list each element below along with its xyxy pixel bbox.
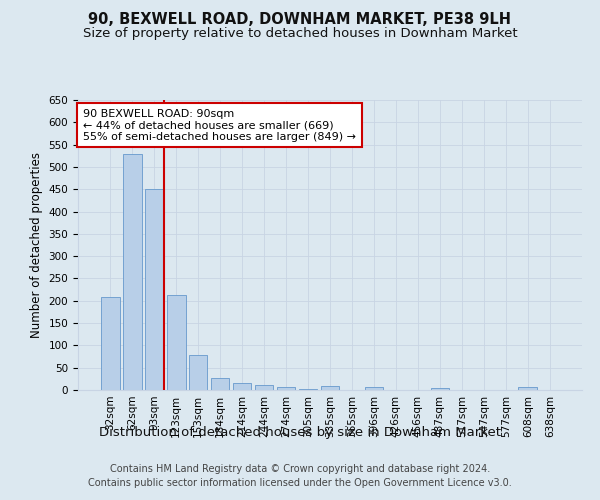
Bar [233, 384, 251, 390]
Y-axis label: Number of detached properties: Number of detached properties [30, 152, 43, 338]
Bar [211, 378, 229, 390]
Bar [145, 189, 164, 390]
Bar [167, 296, 185, 390]
Text: Distribution of detached houses by size in Downham Market: Distribution of detached houses by size … [99, 426, 501, 439]
Bar [123, 154, 142, 390]
Bar [189, 355, 208, 390]
Bar [320, 386, 340, 390]
Text: 90, BEXWELL ROAD, DOWNHAM MARKET, PE38 9LH: 90, BEXWELL ROAD, DOWNHAM MARKET, PE38 9… [89, 12, 511, 28]
Bar [277, 387, 295, 390]
Text: 90 BEXWELL ROAD: 90sqm
← 44% of detached houses are smaller (669)
55% of semi-de: 90 BEXWELL ROAD: 90sqm ← 44% of detached… [83, 108, 356, 142]
Bar [365, 388, 383, 390]
Bar [255, 384, 274, 390]
Bar [518, 388, 537, 390]
Bar [101, 297, 119, 390]
Bar [431, 388, 449, 390]
Text: Contains HM Land Registry data © Crown copyright and database right 2024.
Contai: Contains HM Land Registry data © Crown c… [88, 464, 512, 487]
Bar [299, 389, 317, 390]
Text: Size of property relative to detached houses in Downham Market: Size of property relative to detached ho… [83, 28, 517, 40]
